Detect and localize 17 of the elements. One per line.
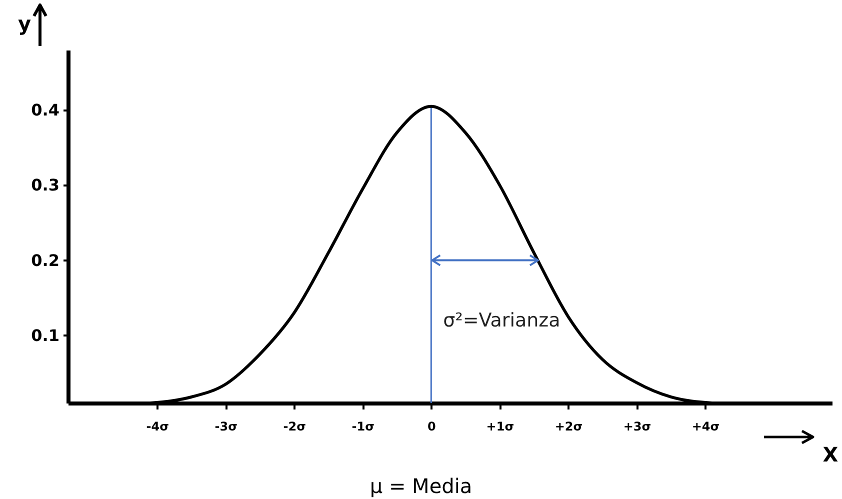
y-tick-label: 0.1 [31,326,60,345]
y-tick-label: 0.3 [31,176,60,195]
y-tick-label: 0.2 [31,250,60,270]
x-tick-label: +3σ [623,420,652,434]
x-tick-label: 0 [427,420,436,434]
x-axis-title: X [822,442,839,466]
x-tick-label: +1σ [486,420,514,434]
x-tick-label: -3σ [214,420,238,434]
y-tick-label: 0.4 [31,100,60,120]
x-tick-label: +2σ [554,420,583,434]
text: μ = Media [368,474,474,498]
x-tick-label: -4σ [146,420,169,434]
x-tick-label: -1σ [352,420,374,434]
y-axis-title: y [18,12,32,36]
x-tick-label: -2σ [283,420,306,434]
x-tick-label: +4σ [692,420,720,434]
annotation: σ²=Varianza [443,309,560,332]
